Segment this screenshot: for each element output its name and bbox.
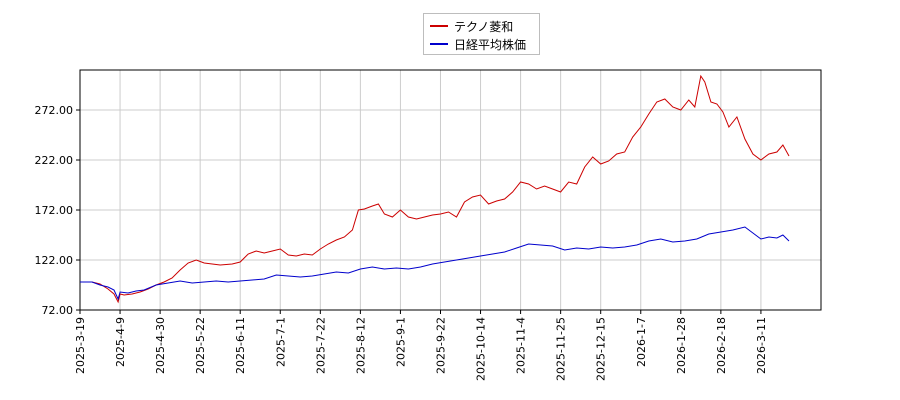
x-tick-label: 2025-8-12 [354, 317, 367, 374]
y-tick-label: 122.00 [35, 254, 74, 267]
series-layer [80, 74, 790, 304]
x-tick-label: 2025-11-25 [555, 317, 568, 381]
y-axis: 72.00 122.00 172.00 222.00 272.00 [35, 104, 80, 317]
x-tick-label: 2025-7-22 [314, 317, 327, 374]
x-tick-label: 2025-5-22 [194, 317, 207, 374]
y-tick-label: 222.00 [35, 154, 74, 167]
x-tick-label: 2025-6-11 [234, 317, 247, 374]
series-line-techno-ryowa [80, 74, 790, 304]
x-tick-label: 2026-1-7 [635, 317, 648, 367]
legend-item-techno-ryowa: テクノ菱和 [430, 18, 513, 34]
y-tick-label: 72.00 [42, 304, 74, 317]
x-tick-label: 2025-12-15 [595, 317, 608, 381]
legend-item-nikkei: 日経平均株価 [430, 36, 526, 52]
y-tick-label: 172.00 [35, 204, 74, 217]
y-tick-label: 272.00 [35, 104, 74, 117]
x-axis: 2025-3-19 2025-4-9 2025-4-30 2025-5-22 2025-… [74, 310, 768, 381]
series-line-nikkei [80, 226, 790, 301]
x-tick-label: 2025-3-19 [74, 317, 87, 374]
x-tick-label: 2025-11-4 [515, 317, 528, 374]
x-tick-label: 2025-10-14 [475, 317, 488, 381]
legend-label-nikkei: 日経平均株価 [454, 37, 527, 52]
plot-area-frame [79, 69, 822, 311]
grid-lines [79, 70, 821, 311]
legend-swatch-techno-ryowa [430, 25, 448, 27]
x-tick-label: 2025-9-22 [434, 317, 447, 374]
legend: テクノ菱和 日経平均株価 [423, 13, 540, 55]
x-tick-label: 2025-9-1 [394, 317, 407, 367]
x-tick-label: 2025-4-9 [114, 317, 127, 367]
x-tick-label: 2026-2-18 [715, 317, 728, 374]
x-tick-label: 2026-3-11 [755, 317, 768, 374]
legend-label-techno-ryowa: テクノ菱和 [454, 19, 514, 34]
legend-swatch-nikkei [430, 43, 448, 45]
x-tick-label: 2026-1-28 [675, 317, 688, 374]
x-tick-label: 2025-7-1 [274, 317, 287, 367]
x-tick-label: 2025-4-30 [154, 317, 167, 374]
